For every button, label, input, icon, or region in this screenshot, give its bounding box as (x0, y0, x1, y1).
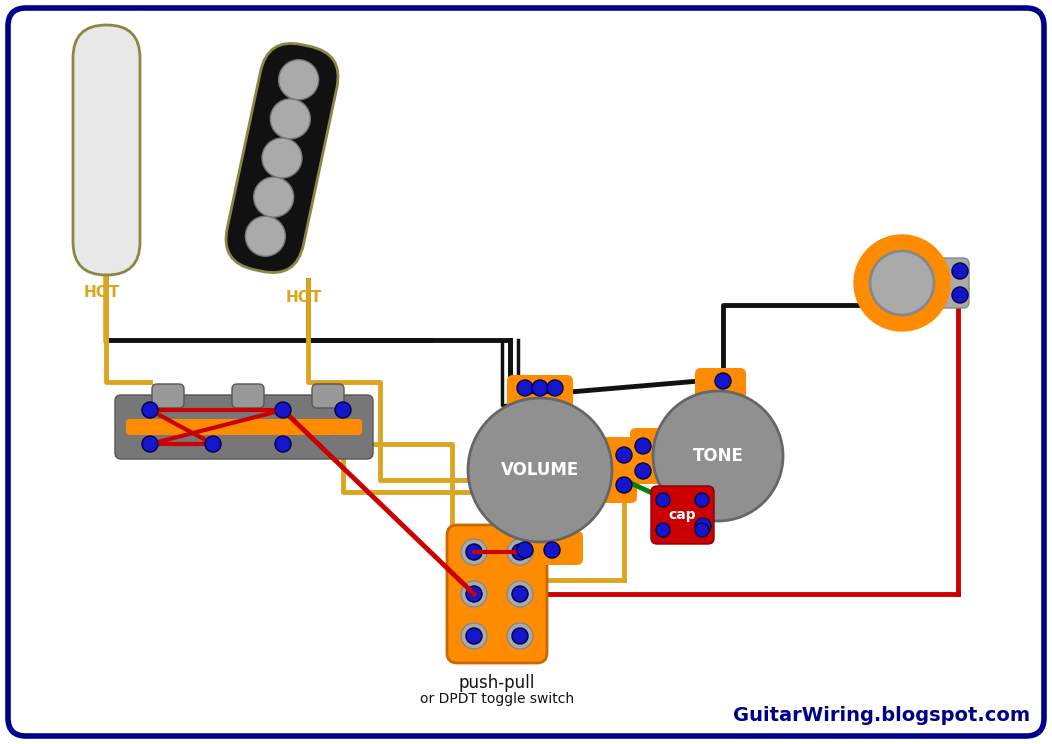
FancyBboxPatch shape (126, 419, 362, 435)
Circle shape (254, 177, 294, 217)
Circle shape (461, 623, 487, 649)
FancyBboxPatch shape (651, 486, 714, 544)
Circle shape (262, 138, 302, 178)
Circle shape (653, 391, 783, 521)
Circle shape (270, 99, 310, 139)
FancyBboxPatch shape (151, 384, 184, 408)
Circle shape (512, 544, 528, 560)
Text: HOT: HOT (84, 285, 120, 300)
Circle shape (142, 402, 158, 418)
Circle shape (616, 477, 632, 493)
Circle shape (142, 436, 158, 452)
FancyBboxPatch shape (73, 25, 140, 275)
Circle shape (466, 586, 482, 602)
Circle shape (870, 251, 934, 315)
Text: or DPDT toggle switch: or DPDT toggle switch (420, 692, 574, 706)
FancyBboxPatch shape (226, 43, 338, 272)
Circle shape (205, 436, 221, 452)
Text: cap: cap (669, 508, 696, 522)
Circle shape (635, 463, 651, 479)
Circle shape (507, 539, 533, 565)
Circle shape (507, 623, 533, 649)
Circle shape (616, 447, 632, 463)
Circle shape (715, 373, 731, 389)
Text: GuitarWiring.blogspot.com: GuitarWiring.blogspot.com (733, 706, 1030, 725)
Circle shape (335, 402, 351, 418)
FancyBboxPatch shape (115, 395, 373, 459)
Circle shape (695, 518, 711, 534)
Circle shape (507, 581, 533, 607)
Circle shape (275, 436, 291, 452)
FancyBboxPatch shape (507, 531, 583, 565)
Text: HOT: HOT (286, 290, 322, 305)
Circle shape (635, 438, 651, 454)
Circle shape (279, 60, 319, 100)
FancyBboxPatch shape (507, 375, 573, 409)
Circle shape (695, 523, 709, 537)
Circle shape (466, 544, 482, 560)
Circle shape (544, 542, 560, 558)
Text: TONE: TONE (692, 447, 744, 465)
Text: push-pull: push-pull (459, 674, 535, 692)
Circle shape (695, 493, 709, 507)
Circle shape (532, 380, 548, 396)
Circle shape (512, 628, 528, 644)
Circle shape (245, 217, 285, 256)
Circle shape (547, 380, 563, 396)
Circle shape (517, 542, 533, 558)
FancyBboxPatch shape (232, 384, 264, 408)
Circle shape (275, 402, 291, 418)
FancyBboxPatch shape (695, 368, 746, 402)
Circle shape (952, 287, 968, 303)
Circle shape (854, 235, 950, 331)
FancyBboxPatch shape (601, 437, 638, 503)
Circle shape (466, 628, 482, 644)
FancyBboxPatch shape (630, 428, 664, 484)
FancyBboxPatch shape (447, 525, 547, 663)
FancyBboxPatch shape (312, 384, 344, 408)
Circle shape (656, 523, 670, 537)
Circle shape (461, 581, 487, 607)
Circle shape (468, 398, 612, 542)
FancyBboxPatch shape (920, 258, 969, 308)
Circle shape (517, 380, 533, 396)
Circle shape (952, 263, 968, 279)
Text: VOLUME: VOLUME (501, 461, 579, 479)
Circle shape (656, 493, 670, 507)
Circle shape (461, 539, 487, 565)
Circle shape (512, 586, 528, 602)
